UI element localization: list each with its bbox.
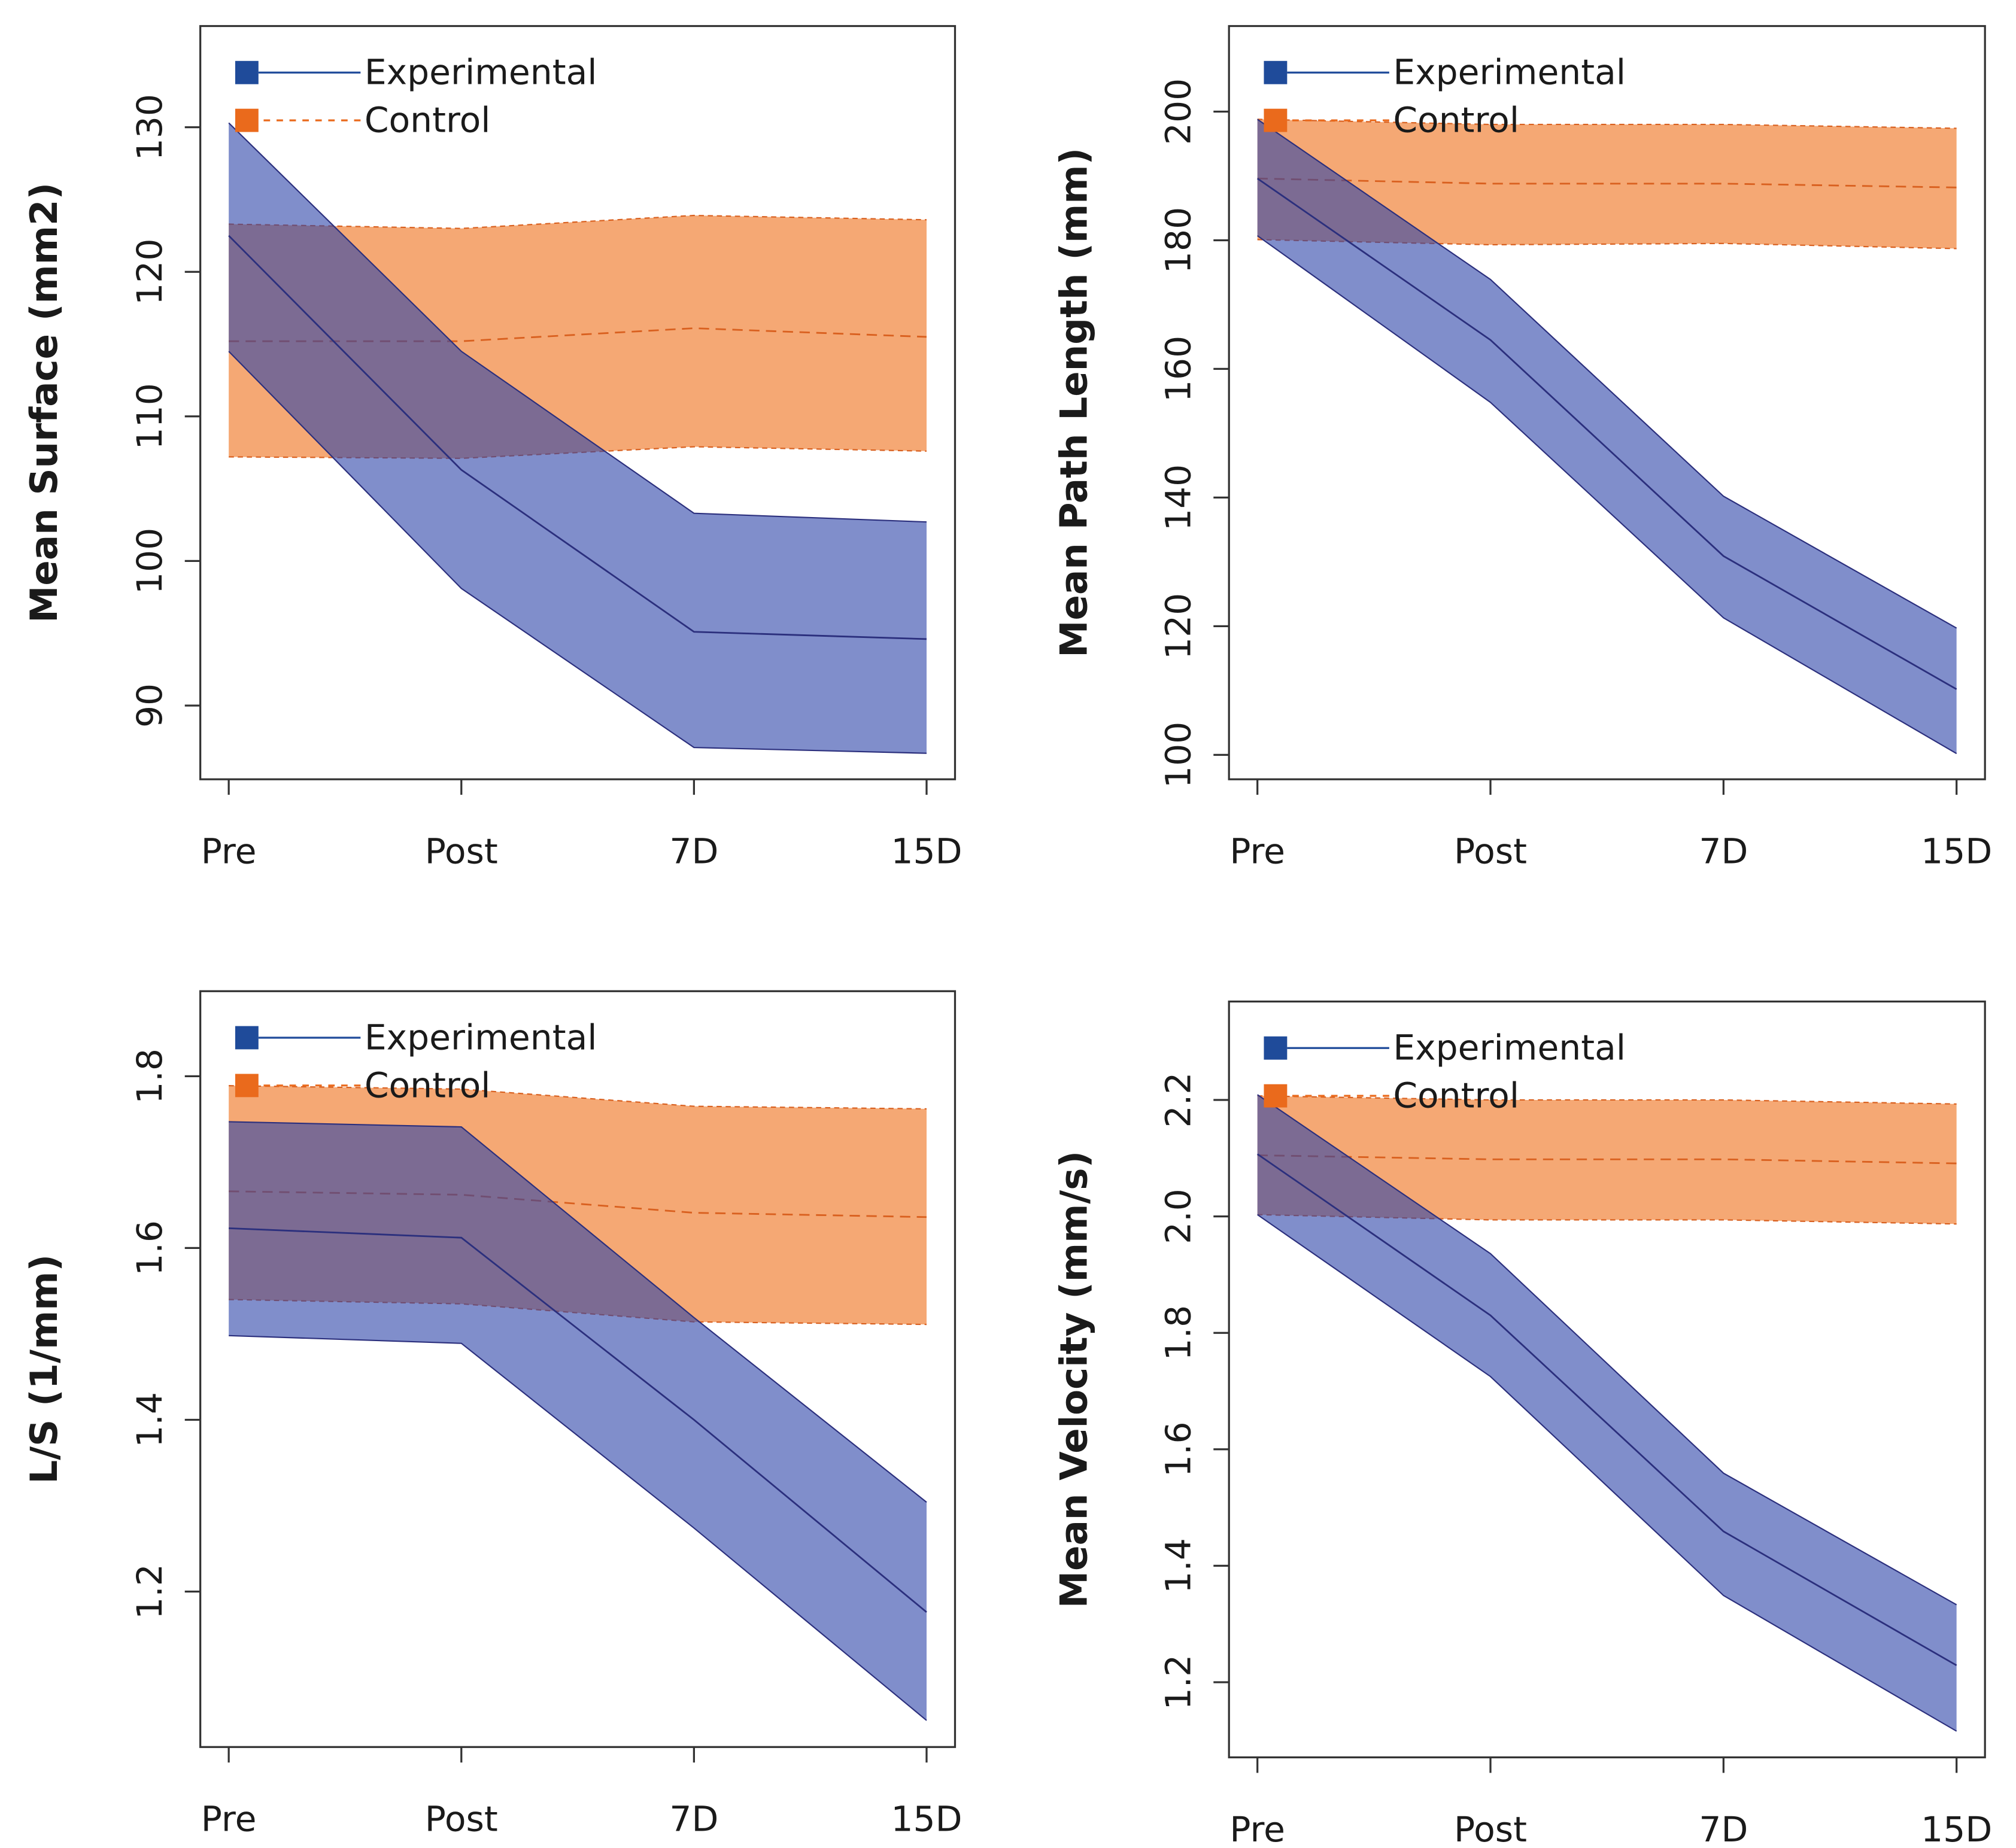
control-upper-line	[229, 214, 927, 229]
experimental-lower-line	[1257, 235, 1957, 755]
x-tick-label: Post	[1454, 1809, 1527, 1848]
y-tick-label: 1.4	[1158, 1538, 1198, 1594]
plot-frame	[1228, 1000, 1986, 1759]
legend-experimental-swatch	[235, 60, 259, 84]
y-axis-title: L/S (1/mm)	[22, 1254, 66, 1484]
chart-panel-4: Pre Post 7D 15D 1.2 1.4 1.6 1.8 2.0 2.2 Mean Veloc…	[1052, 1000, 1992, 1848]
y-tick-label: 110	[129, 383, 170, 449]
experimental-upper-line	[1257, 1094, 1957, 1606]
experimental-lower-line	[229, 1335, 927, 1721]
experimental-upper-line	[1257, 118, 1957, 629]
legend-control-swatch	[235, 108, 259, 132]
x-tick-label: 15D	[1921, 1809, 1992, 1848]
control-lower-line	[1257, 239, 1957, 250]
y-axis-title: Mean Surface (mm2)	[22, 183, 66, 623]
experimental-mean-line	[228, 235, 927, 640]
plot-frame	[1228, 25, 1986, 780]
control-upper-line	[229, 1085, 927, 1110]
experimental-mean-line	[229, 1227, 927, 1613]
y-axis-title: Mean Velocity (mm/s)	[1052, 1151, 1096, 1608]
control-lower-line	[229, 1299, 927, 1326]
legend-experimental-label: Experimental	[365, 52, 597, 93]
legend-control-swatch	[235, 1074, 259, 1098]
y-tick-label: 130	[129, 94, 170, 160]
y-tick-label: 140	[1158, 464, 1198, 531]
y-tick-label: 1.4	[129, 1392, 170, 1448]
legend-experimental-label: Experimental	[365, 1017, 597, 1057]
control-upper-line	[1257, 118, 1957, 129]
control-lower-line	[229, 446, 927, 459]
x-tick-label: Pre	[201, 831, 257, 872]
y-tick-label: 1.2	[1158, 1655, 1198, 1710]
y-tick-label: 2.2	[1158, 1072, 1198, 1128]
x-tick-label: Pre	[1229, 1809, 1285, 1848]
x-tick-label: 15D	[1921, 831, 1992, 872]
legend-control-swatch	[1264, 1084, 1288, 1108]
legend-experimental-label: Experimental	[1393, 1028, 1626, 1068]
chart-panel-2: Pre Post 7D 15D 100 120 140 160 180 200 Mean Path …	[1052, 25, 1992, 872]
x-tick-label: 15D	[891, 831, 962, 872]
y-tick-label: 160	[1158, 336, 1198, 402]
control-lower-line	[1257, 1214, 1957, 1225]
legend-control-label: Control	[1393, 1075, 1519, 1116]
y-tick-label: 200	[1158, 78, 1198, 145]
experimental-upper-line	[229, 1121, 927, 1503]
legend-control-swatch	[1264, 108, 1288, 132]
y-tick-label: 100	[129, 528, 170, 594]
y-tick-label: 1.6	[129, 1220, 170, 1276]
legend-experimental-swatch	[1264, 1036, 1288, 1060]
x-tick-label: Post	[1454, 831, 1527, 872]
experimental-mean-line	[1256, 1153, 1957, 1667]
y-tick-label: 120	[129, 239, 170, 305]
y-tick-label: 180	[1158, 207, 1198, 273]
y-tick-label: 1.6	[1158, 1421, 1198, 1477]
control-band	[1257, 1096, 1957, 1224]
legend-control-label: Control	[365, 1065, 491, 1105]
y-tick-label: 90	[129, 683, 170, 728]
y-axis-title: Mean Path Length (mm)	[1052, 148, 1096, 658]
experimental-lower-line	[228, 351, 927, 754]
legend-control-label: Control	[1393, 100, 1519, 141]
y-tick-label: 1.8	[1158, 1305, 1198, 1361]
y-tick-label: 2.0	[1158, 1189, 1198, 1244]
plot-frame	[199, 25, 957, 780]
experimental-mean-line	[1256, 178, 1957, 690]
x-tick-label: 7D	[1699, 831, 1748, 872]
experimental-upper-line	[228, 122, 927, 523]
experimental-band	[229, 1121, 927, 1721]
plot-frame	[199, 990, 957, 1748]
y-tick-label: 100	[1158, 722, 1198, 788]
legend-control-label: Control	[365, 100, 491, 141]
x-tick-label: 7D	[669, 1799, 718, 1840]
x-tick-label: 7D	[669, 831, 718, 872]
x-tick-label: Post	[425, 831, 498, 872]
experimental-lower-line	[1257, 1214, 1957, 1732]
control-band	[1257, 119, 1957, 249]
x-tick-label: Post	[425, 1799, 498, 1840]
experimental-band	[1257, 1095, 1957, 1731]
x-tick-label: 7D	[1699, 1809, 1748, 1848]
y-tick-label: 120	[1158, 593, 1198, 659]
legend-experimental-label: Experimental	[1393, 52, 1626, 93]
x-tick-label: 15D	[891, 1799, 962, 1840]
experimental-band	[1257, 119, 1957, 754]
control-upper-line	[1257, 1095, 1957, 1105]
chart-panel-3: Pre Post 7D 15D 1.2 1.4 1.6 1.8 L/S (1/mm) Experi…	[22, 990, 963, 1840]
chart-panel-1: Pre Post 7D 15D 90 100 110 120 130 Mean Surface (…	[22, 25, 963, 872]
y-tick-label: 1.2	[129, 1564, 170, 1619]
legend-experimental-swatch	[1264, 60, 1288, 84]
x-tick-label: Pre	[1229, 831, 1285, 872]
legend-experimental-swatch	[235, 1026, 259, 1050]
experimental-band	[229, 123, 927, 753]
y-tick-label: 1.8	[129, 1048, 170, 1104]
x-tick-label: Pre	[201, 1799, 257, 1840]
